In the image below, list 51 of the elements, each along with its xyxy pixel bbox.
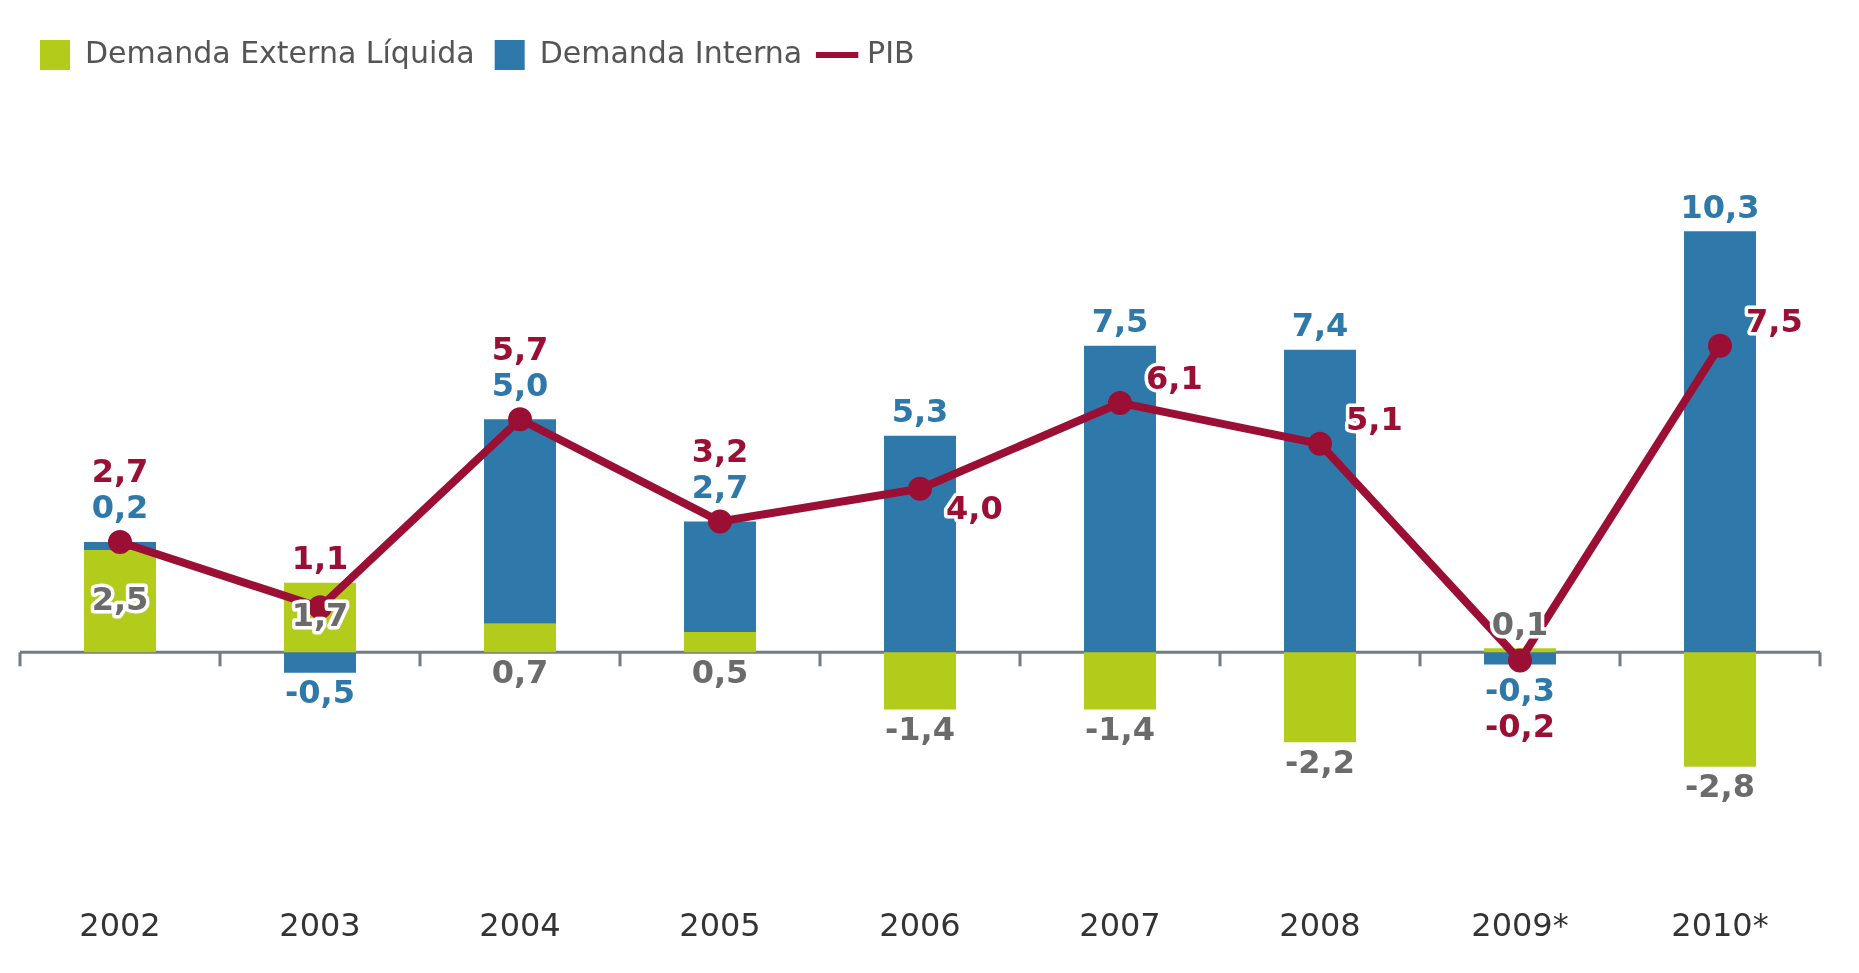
bar (284, 652, 356, 673)
data-label: 10,3 (1680, 187, 1760, 226)
data-label: 0,7 (491, 652, 549, 691)
bar (684, 521, 756, 632)
bar (484, 623, 556, 653)
x-tick-label: 2008 (1279, 906, 1361, 945)
bar (1084, 652, 1156, 710)
bar (1284, 652, 1356, 743)
legend-label: PIB (867, 34, 915, 70)
point (508, 407, 532, 432)
bar (884, 652, 956, 710)
data-label: -0,2 (1485, 706, 1555, 745)
x-tick-label: 2010* (1671, 906, 1769, 945)
data-label: -1,4 (1085, 709, 1155, 748)
point (108, 529, 132, 554)
data-label: 2,7 (91, 452, 149, 491)
bar (484, 419, 556, 624)
data-label: 0,5 (691, 652, 749, 691)
data-label: 0,2 (91, 488, 149, 527)
data-label: 7,5 (1091, 302, 1149, 341)
point (908, 476, 932, 501)
point (1508, 648, 1532, 673)
data-label: -1,4 (885, 709, 955, 748)
x-tick-label: 2003 (279, 906, 361, 945)
data-label: 1,7 (291, 595, 349, 634)
data-label: 1,1 (291, 539, 349, 578)
data-label: 2,7 (691, 467, 749, 506)
point (708, 509, 732, 534)
data-label: -0,3 (1485, 670, 1555, 709)
x-tick-label: 2005 (679, 906, 761, 945)
data-label: 3,2 (691, 431, 749, 470)
bar (1684, 652, 1756, 767)
x-tick-label: 2009* (1471, 906, 1569, 945)
data-label: 5,7 (491, 329, 549, 368)
x-tick-label: 2002 (79, 906, 161, 945)
data-label: 2,5 (91, 579, 149, 618)
legend-label: Demanda Externa Líquida (85, 34, 475, 70)
bar (684, 631, 756, 653)
data-label: -0,5 (285, 673, 355, 712)
legend-label: Demanda Interna (539, 34, 803, 70)
x-tick-label: 2007 (1079, 906, 1161, 945)
data-label: -2,2 (1285, 742, 1355, 781)
x-tick-label: 2004 (479, 906, 561, 945)
point (1708, 333, 1732, 358)
data-label: 5,3 (891, 391, 949, 430)
data-label: 5,0 (491, 365, 549, 404)
data-label: -2,8 (1685, 767, 1755, 806)
x-tick-label: 2006 (879, 906, 961, 945)
point (1108, 390, 1132, 415)
data-label: 7,4 (1291, 306, 1349, 345)
point (1308, 431, 1332, 456)
